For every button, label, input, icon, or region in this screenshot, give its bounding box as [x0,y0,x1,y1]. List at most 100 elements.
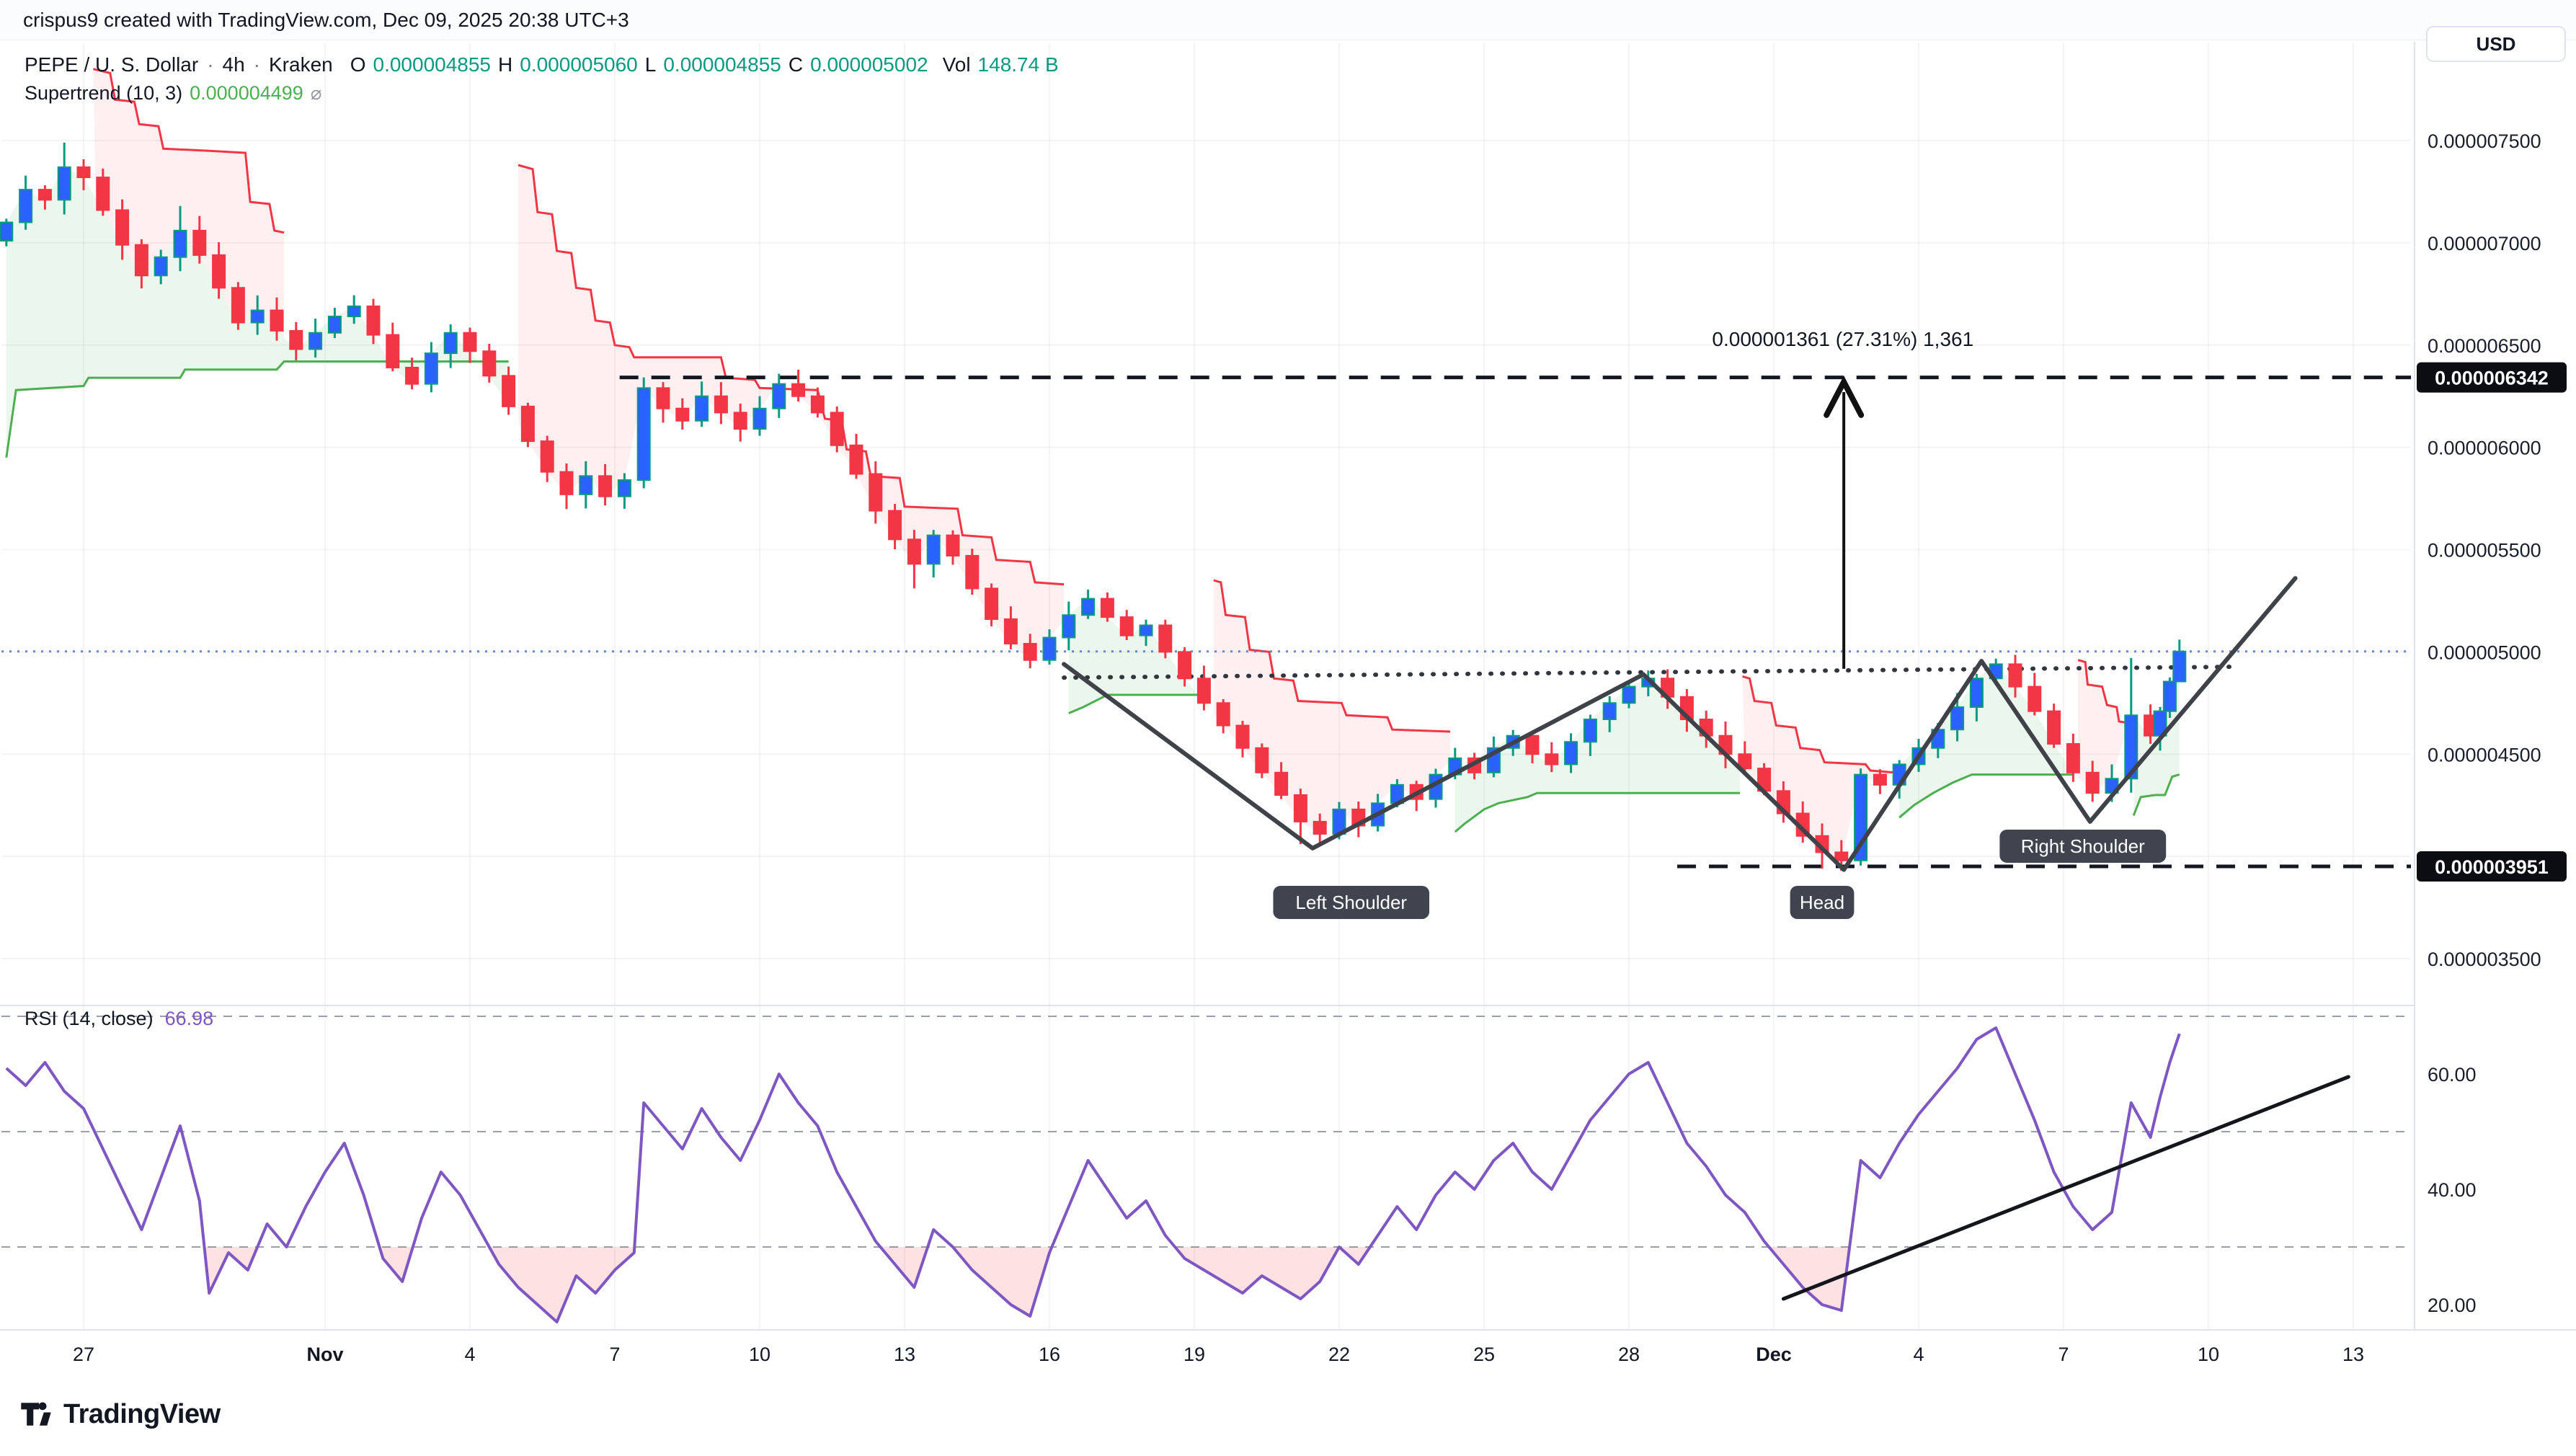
neckline-dotted-trendline[interactable] [1062,665,2237,680]
candle-down [231,287,245,324]
tradingview-logo-icon [21,1402,51,1426]
candle-down [1293,794,1307,822]
supertrend-band-up [1068,598,1209,714]
candle-down [1119,616,1134,636]
candle-up [0,221,14,242]
candle-up [173,229,187,258]
candle-down [985,587,999,620]
time-tick-day: 27 [73,1344,94,1365]
candle-up [926,534,941,565]
time-tick-day: 7 [609,1344,620,1365]
symbol-title[interactable]: PEPE / U. S. Dollar [25,53,199,76]
rsi-legend: RSI (14, close) 66.98 [25,1008,213,1030]
chart-canvas[interactable]: 0.000001361 (27.31%) 1,361 Left Shoulder H… [0,40,2576,1456]
candle-down [386,334,400,368]
candle-up [57,166,71,201]
symbol-legend: PEPE / U. S. Dollar · 4h · Kraken O 0.00… [25,53,1059,76]
candle-down [1873,773,1887,786]
price-tick-label: 0.000005500 [2428,540,2541,561]
rsi-line [5,1026,2181,1323]
candle-up [695,395,709,422]
candle-down [96,177,110,211]
supertrend-title[interactable]: Supertrend (10, 3) [25,82,183,104]
volume-value: 148.74 B [977,53,1059,76]
candle-down [946,534,960,557]
candle-up [327,316,342,334]
rsi-tick-label: 40.00 [2428,1179,2477,1201]
candle-down [888,510,902,541]
supertrend-line-up [5,360,509,458]
time-tick-day: 10 [749,1344,770,1365]
rsi-title[interactable]: RSI (14, close) [25,1008,154,1029]
time-tick-day: 28 [1618,1344,1640,1365]
supertrend-legend: Supertrend (10, 3) 0.000004499 ⌀ [25,82,321,105]
open-value: 0.000004855 [373,53,492,76]
candle-down [907,538,921,565]
tradingview-wordmark: TradingView [63,1398,221,1429]
pattern-label-box [1999,829,2167,863]
candle-down [2028,685,2042,712]
candle-up [154,256,168,277]
candle-down [1313,820,1327,835]
attribution-text: crispus9 created with TradingView.com, D… [23,8,629,31]
currency-toggle-button[interactable]: USD [2426,26,2566,62]
level-lines[interactable] [619,376,2411,869]
rsi-trendline[interactable] [1781,1075,2350,1301]
measure-label: 0.000001361 (27.31%) 1,361 [1712,328,1973,350]
rsi-oversold-fill [1339,1247,1370,1264]
rsi-oversold-fill [489,1247,635,1322]
time-axis[interactable]: 27 Nov 4 7 10 13 16 19 22 25 28 Dec 4 7 10 13 [73,1344,2364,1365]
candle-up [1139,624,1153,636]
measure-arrow[interactable]: 0.000001361 (27.31%) 1,361 [1712,328,1973,669]
supertrend-band-up [1899,664,2074,818]
candle-up [443,332,458,355]
candle-down [791,383,806,397]
candle-down [849,444,863,475]
supertrend-band-down [518,165,1065,660]
supertrend-line-down [93,68,285,234]
candle-down [1178,651,1192,680]
price-tick-label: 0.000006500 [2428,335,2541,357]
candle-down [1216,702,1230,727]
supertrend-indicator [5,68,2180,861]
pattern-label-box [1790,885,1855,919]
candle-down [675,407,690,422]
supertrend-line-up [2132,773,2180,816]
high-label: H [498,53,513,76]
candle-down [1274,771,1289,796]
candle-up [772,383,786,409]
candle-down [559,471,574,495]
supertrend-line-up [1454,791,1741,833]
volume-label: Vol [942,53,971,76]
currency-label: USD [2476,32,2516,55]
rsi-value: 66.98 [164,1008,214,1029]
supertrend-line-up [1068,693,1209,714]
supertrend-line-up [1898,773,2074,819]
pattern-label-text: Left Shoulder [1295,892,1407,913]
price-badge-label: 0.000006342 [2435,368,2549,389]
supertrend-value: 0.000004499 [190,82,303,104]
eye-hidden-icon[interactable]: ⌀ [310,82,322,104]
candle-down [1525,734,1540,755]
pattern-labels[interactable]: Left Shoulder Head Right Shoulder [1273,829,2167,919]
head-and-shoulders-zigzag[interactable] [1062,576,2298,872]
time-tick-day: 4 [1913,1344,1924,1365]
candle-down [76,166,91,179]
supertrend-band-up [1454,678,1741,833]
candle-down [869,473,883,512]
time-tick-day: 13 [2342,1344,2364,1365]
low-value: 0.000004855 [663,53,781,76]
candle-down [1100,598,1114,618]
candle-up [752,407,767,430]
candle-down [134,244,148,277]
rsi-oversold-fill [1175,1247,1339,1299]
tradingview-logo[interactable]: TradingView [19,1397,221,1431]
rsi-pane[interactable] [1,1016,2411,1323]
candle-up [19,189,33,223]
candle-up [347,305,361,318]
interval-label[interactable]: 4h [222,53,245,76]
supertrend-band-down [2078,660,2131,794]
price-axis[interactable]: 0.000007500 0.000007000 0.000006500 0.00000… [2417,130,2567,1316]
candle-down [192,229,207,256]
candle-down [598,475,613,497]
